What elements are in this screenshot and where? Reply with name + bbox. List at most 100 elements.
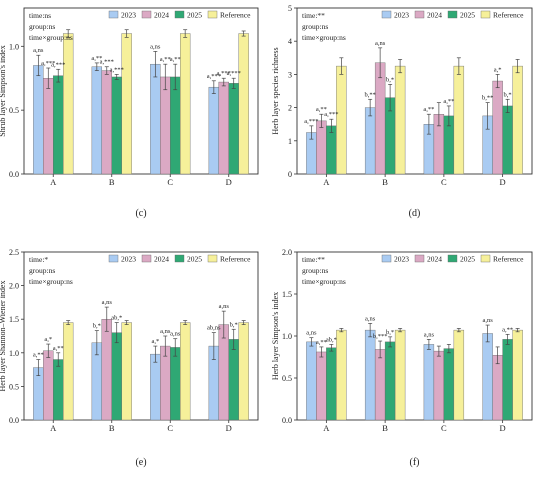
y-axis-label: Shrub layer Simpson's index [0, 45, 7, 136]
bar-2024-a [43, 78, 54, 175]
bar-2023-b [364, 329, 376, 421]
bar-reference-b [394, 329, 406, 421]
stats-text: group:ns [29, 266, 55, 275]
x-tick-label: B [382, 423, 388, 433]
plot-frame [296, 7, 533, 175]
x-tick-label: D [500, 177, 506, 187]
legend-swatch-2024 [141, 10, 152, 19]
legend-swatch-2024 [414, 254, 425, 263]
legend-swatch-reference [480, 10, 491, 19]
y-tick-label: 2.5 [9, 248, 19, 257]
bar-2025-b [384, 341, 396, 421]
significance-label: a,ns [424, 331, 435, 338]
bar-2023-c [423, 344, 435, 421]
bar-reference-a [62, 322, 74, 421]
significance-label: b,** [364, 91, 375, 98]
legend-label: 2024 [427, 11, 442, 20]
significance-label: a,*** [207, 73, 221, 80]
bar-2025-a [326, 347, 337, 421]
bar-2025-a [53, 75, 64, 175]
stats-text: time×group:ns [302, 277, 346, 286]
bar-reference-d [512, 65, 523, 175]
y-tick-label: 0.5 [9, 106, 19, 115]
significance-label: a,** [53, 345, 64, 352]
bar-2025-d [502, 339, 513, 421]
legend-label: Reference [220, 11, 251, 20]
significance-label: a,*** [51, 61, 65, 68]
significance-label: a,** [443, 98, 454, 105]
y-axis-label: Herb layer species richness [271, 47, 280, 134]
legend-swatch-2023 [381, 10, 392, 19]
significance-label: a,ns [219, 303, 230, 310]
bar-2024-d [492, 355, 503, 421]
bar-2025-b [111, 76, 122, 175]
legend-label: 2024 [427, 255, 442, 264]
bar-2025-d [228, 83, 239, 175]
x-tick-label: A [50, 177, 57, 187]
significance-label: ab,* [326, 336, 337, 343]
legend-label: Reference [493, 11, 524, 20]
legend-swatch-reference [207, 10, 218, 19]
legend-label: 2024 [154, 255, 169, 264]
y-tick-label: 1.0 [9, 349, 19, 358]
bar-2023-a [306, 341, 317, 421]
significance-label: b,** [482, 95, 493, 102]
bar-2024-b [374, 349, 386, 421]
x-tick-label: D [226, 177, 232, 187]
bar-reference-c [453, 65, 465, 175]
significance-label: a,* [44, 336, 52, 343]
significance-label: a,ns [482, 317, 493, 324]
significance-label: a,ns [306, 330, 317, 337]
bar-2025-a [53, 359, 64, 421]
significance-label: a,*** [304, 118, 318, 125]
stats-text: time:ns [29, 11, 51, 20]
legend-label: 2025 [460, 11, 475, 20]
bar-2025-c [170, 347, 181, 421]
y-tick-label: 3 [288, 70, 292, 79]
bar-2025-d [502, 105, 513, 175]
legend-swatch-2025 [174, 254, 185, 263]
bar-2024-d [218, 81, 229, 175]
significance-label: a,*** [110, 66, 124, 73]
legend-swatch-2023 [108, 254, 119, 263]
significance-label: a,** [316, 106, 327, 113]
y-axis-label: Herb layer Shannon–Wiener index [0, 281, 7, 392]
y-tick-label: 0.0 [9, 170, 19, 179]
significance-label: a,ns [365, 315, 376, 322]
bar-2024-b [374, 62, 386, 175]
x-tick-label: B [109, 423, 115, 433]
bar-2025-d [228, 339, 239, 421]
bar-2025-b [111, 332, 122, 421]
bar-reference-d [238, 322, 249, 421]
significance-label: a,*** [324, 111, 338, 118]
x-tick-label: A [50, 423, 57, 433]
panel-label: (e) [135, 457, 146, 468]
bar-reference-c [179, 322, 191, 421]
legend-swatch-2025 [447, 10, 458, 19]
significance-label: b,* [386, 76, 394, 83]
legend-swatch-2025 [174, 10, 185, 19]
y-tick-label: 4 [288, 37, 292, 46]
bar-2024-b [101, 70, 112, 175]
y-tick-label: 1.5 [9, 315, 19, 324]
stats-text: group:ns [302, 22, 328, 31]
significance-label: a,** [502, 326, 513, 333]
significance-label: a,** [423, 106, 434, 113]
stats-text: time:* [29, 255, 48, 264]
significance-label: a,* [494, 66, 502, 73]
bar-2024-d [218, 324, 229, 421]
y-axis-label: Herb layer Simpson's index [271, 292, 280, 380]
panel-label: (c) [135, 208, 146, 219]
significance-label: b,*** [373, 333, 388, 340]
legend-swatch-2025 [447, 254, 458, 263]
bar-2024-c [160, 76, 171, 175]
x-tick-label: C [441, 177, 447, 187]
significance-label: a,*** [100, 59, 114, 66]
legend-label: 2023 [394, 255, 409, 264]
significance-label: b,* [504, 91, 512, 98]
significance-label: a,ns [375, 40, 386, 47]
x-tick-label: D [226, 423, 232, 433]
stats-text: time×group:ns [29, 277, 73, 286]
